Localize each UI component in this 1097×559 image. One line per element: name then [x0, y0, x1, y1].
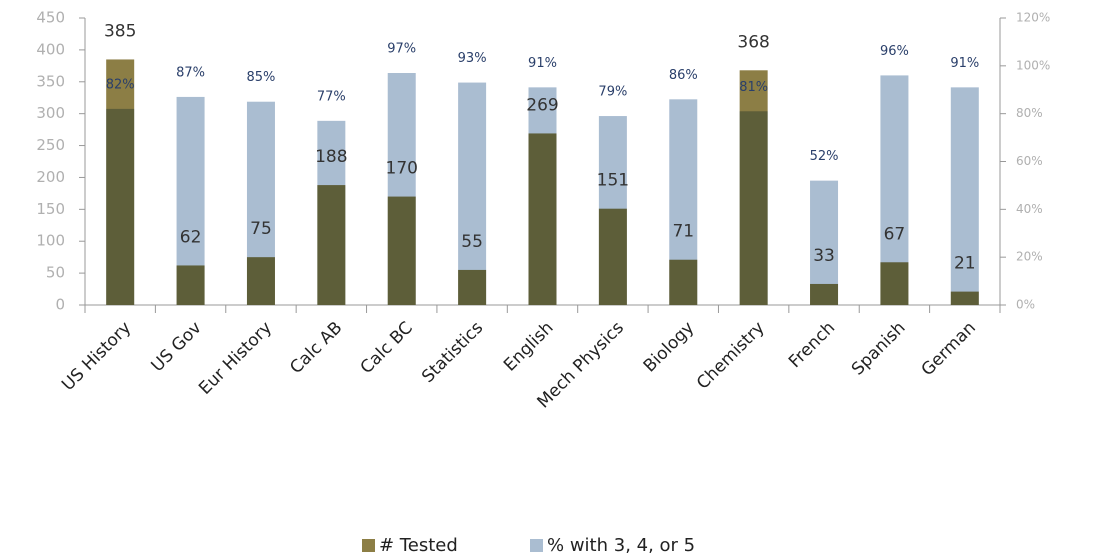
legend-label: # Tested	[379, 535, 458, 556]
data-label: 91%	[528, 56, 557, 71]
data-label: 81%	[739, 80, 768, 95]
bar	[387, 73, 416, 305]
data-label: 385	[104, 21, 136, 41]
data-label: 71	[672, 222, 694, 242]
data-label: 97%	[387, 42, 416, 57]
data-label: 85%	[247, 70, 276, 85]
x-tick-label: Spanish	[848, 318, 910, 380]
data-label: 91%	[950, 56, 979, 71]
y2-tick-label: 80%	[1016, 106, 1043, 120]
x-tick-label: US History	[58, 318, 135, 395]
x-tick-label: French	[785, 318, 839, 372]
y-tick-label: 400	[36, 40, 65, 58]
data-label: 170	[386, 159, 418, 179]
bar	[880, 75, 909, 306]
data-label: 188	[315, 147, 347, 167]
bar	[528, 87, 557, 305]
y-tick-label: 150	[36, 200, 65, 218]
bar	[598, 116, 627, 305]
x-tick-label: German	[918, 318, 980, 380]
y2-tick-label: 40%	[1016, 202, 1043, 216]
bar	[106, 108, 135, 305]
data-label: 75	[250, 219, 272, 239]
y2-tick-label: 60%	[1016, 154, 1043, 168]
data-label: 33	[813, 246, 835, 266]
legend-swatch	[530, 539, 543, 552]
data-label: 55	[461, 232, 483, 252]
bar	[669, 99, 698, 305]
x-tick-label: Statistics	[418, 318, 487, 387]
legend-label: % with 3, 4, or 5	[547, 535, 695, 556]
data-label: 87%	[176, 65, 205, 80]
x-tick-label: Eur History	[195, 318, 276, 399]
data-label: 368	[737, 32, 769, 52]
data-label: 67	[884, 224, 906, 244]
x-tick-label: Chemistry	[693, 318, 769, 394]
y-tick-label: 50	[46, 264, 65, 282]
x-tick-label: Biology	[640, 318, 699, 377]
y2-tick-label: 20%	[1016, 250, 1043, 264]
data-label: 96%	[880, 44, 909, 59]
y-tick-label: 300	[36, 104, 65, 122]
legend-swatch	[362, 539, 375, 552]
data-label: 82%	[106, 77, 135, 92]
y2-tick-label: 0%	[1016, 298, 1035, 312]
x-tick-label: English	[500, 318, 558, 376]
bar	[176, 96, 205, 305]
x-tick-label: Calc BC	[357, 318, 417, 378]
data-label: 93%	[458, 51, 487, 66]
data-label: 151	[597, 171, 629, 191]
x-tick-label: Calc AB	[286, 318, 346, 378]
bar	[317, 120, 346, 305]
data-label: 269	[526, 95, 558, 115]
data-label: 62	[180, 227, 202, 247]
y-tick-label: 100	[36, 232, 65, 250]
bar	[246, 101, 275, 305]
data-label: 86%	[669, 68, 698, 83]
data-label: 21	[954, 254, 976, 274]
y-tick-label: 200	[36, 168, 65, 186]
x-tick-label: US Gov	[147, 318, 205, 376]
data-label: 79%	[598, 85, 627, 100]
data-label: 52%	[810, 149, 839, 164]
bar	[458, 82, 487, 305]
y2-tick-label: 100%	[1016, 58, 1050, 72]
bar	[950, 87, 979, 305]
y-tick-label: 450	[36, 9, 65, 27]
bar	[739, 111, 768, 306]
y-tick-label: 250	[36, 136, 65, 154]
data-label: 77%	[317, 89, 346, 104]
y2-tick-label: 120%	[1016, 11, 1050, 25]
y-tick-label: 350	[36, 72, 65, 90]
y-tick-label: 0	[55, 296, 65, 314]
bar	[810, 180, 839, 305]
